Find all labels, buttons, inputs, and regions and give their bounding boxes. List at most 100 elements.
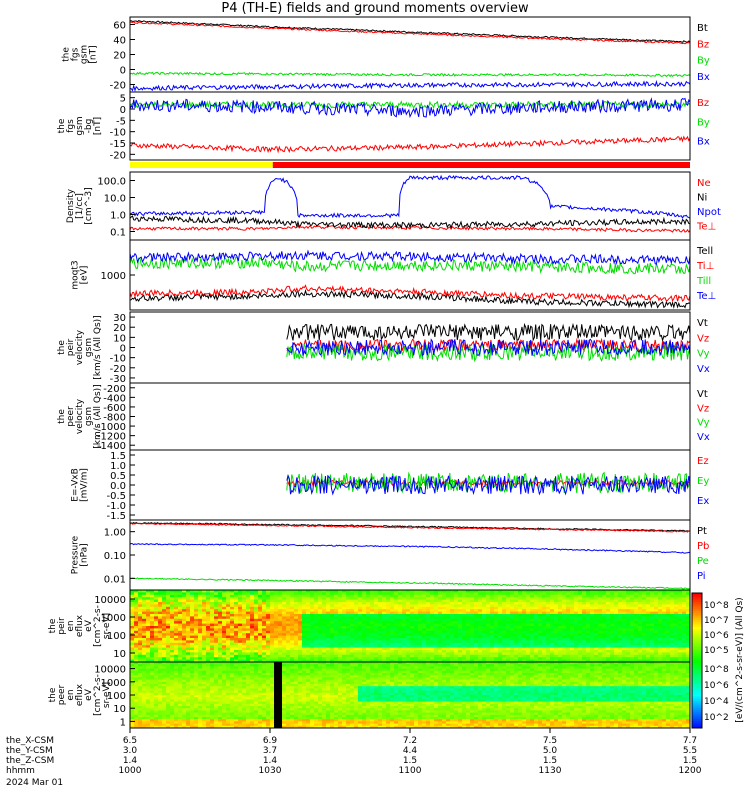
heatmap-cell [542, 645, 547, 649]
heatmap-cell [662, 628, 667, 632]
heatmap-cell [242, 626, 247, 629]
heatmap-cell [310, 623, 315, 627]
heatmap-cell [542, 650, 547, 653]
heatmap-cell [330, 659, 335, 663]
heatmap-cell [522, 635, 527, 639]
heatmap-cell [598, 650, 603, 653]
heatmap-cell [410, 621, 415, 625]
heatmap-cell [470, 633, 475, 637]
heatmap-cell [518, 628, 523, 632]
heatmap-cell [510, 635, 515, 639]
heatmap-cell [130, 650, 135, 653]
heatmap-cell [486, 594, 491, 598]
heatmap-cell [654, 590, 659, 593]
heatmap-cell [342, 611, 347, 615]
heatmap-cell [298, 650, 303, 653]
heatmap-cell [250, 590, 255, 593]
heatmap-cell [342, 640, 347, 644]
heatmap-cell [482, 657, 487, 661]
heatmap-cell [498, 638, 503, 641]
heatmap-cell [290, 640, 295, 644]
heatmap-cell [146, 630, 151, 634]
heatmap-cell [374, 652, 379, 656]
heatmap-cell [318, 626, 323, 629]
heatmap-cell [610, 640, 615, 644]
heatmap-cell [522, 666, 527, 670]
heatmap-cell [330, 652, 335, 656]
heatmap-cell [458, 659, 463, 663]
heatmap-cell [594, 633, 599, 637]
heatmap-cell [466, 640, 471, 644]
heatmap-cell [630, 654, 635, 658]
heatmap-cell [230, 609, 235, 613]
heatmap-cell [618, 654, 623, 658]
heatmap-cell [174, 647, 179, 651]
heatmap-cell [194, 621, 199, 625]
heatmap-cell [510, 652, 515, 656]
heatmap-cell [502, 628, 507, 632]
heatmap-cell [246, 635, 251, 639]
heatmap-cell [282, 654, 287, 658]
heatmap-cell [210, 614, 215, 617]
heatmap-cell [298, 638, 303, 641]
heatmap-cell [230, 592, 235, 596]
heatmap-cell [214, 630, 219, 634]
heatmap-cell [522, 630, 527, 634]
heatmap-cell [350, 609, 355, 613]
heatmap-cell [662, 657, 667, 661]
heatmap-cell [586, 650, 591, 653]
heatmap-cell [218, 616, 223, 620]
heatmap-cell [202, 599, 207, 603]
heatmap-cell [254, 645, 259, 649]
heatmap-cell [582, 662, 587, 665]
heatmap-cell [410, 642, 415, 646]
heatmap-cell [498, 662, 503, 665]
heatmap-cell [410, 662, 415, 665]
heatmap-cell [446, 626, 451, 629]
heatmap-cell [222, 668, 227, 672]
heatmap-cell [206, 652, 211, 656]
heatmap-cell [338, 659, 343, 663]
heatmap-cell [506, 645, 511, 649]
heatmap-cell [678, 621, 683, 625]
heatmap-cell [278, 597, 283, 601]
heatmap-cell [438, 668, 443, 672]
heatmap-cell [474, 659, 479, 663]
heatmap-cell [530, 621, 535, 625]
heatmap-cell [386, 642, 391, 646]
heatmap-cell [578, 650, 583, 653]
heatmap-cell [166, 668, 171, 672]
heatmap-cell [242, 630, 247, 634]
heatmap-cell [158, 652, 163, 656]
heatmap-cell [458, 590, 463, 593]
heatmap-cell [554, 592, 559, 596]
heatmap-cell [390, 668, 395, 672]
heatmap-cell [566, 616, 571, 620]
heatmap-cell [378, 657, 383, 661]
heatmap-cell [606, 638, 611, 641]
heatmap-cell [678, 618, 683, 622]
heatmap-cell [366, 645, 371, 649]
heatmap-cell [526, 668, 531, 672]
heatmap-cell [578, 659, 583, 663]
heatmap-cell [438, 659, 443, 663]
heatmap-cell [282, 594, 287, 598]
heatmap-cell [502, 662, 507, 665]
heatmap-cell [166, 604, 171, 608]
heatmap-cell [566, 662, 571, 665]
heatmap-cell [334, 602, 339, 605]
heatmap-cell [166, 640, 171, 644]
heatmap-cell [514, 664, 519, 667]
heatmap-cell [234, 609, 239, 613]
heatmap-cell [130, 599, 135, 603]
heatmap-cell [642, 640, 647, 644]
heatmap-cell [278, 657, 283, 661]
heatmap-cell [398, 657, 403, 661]
heatmap-cell [398, 626, 403, 629]
heatmap-cell [638, 662, 643, 665]
heatmap-cell [350, 623, 355, 627]
heatmap-cell [558, 654, 563, 658]
heatmap-cell [546, 611, 551, 615]
heatmap-cell [478, 599, 483, 603]
heatmap-cell [618, 606, 623, 610]
